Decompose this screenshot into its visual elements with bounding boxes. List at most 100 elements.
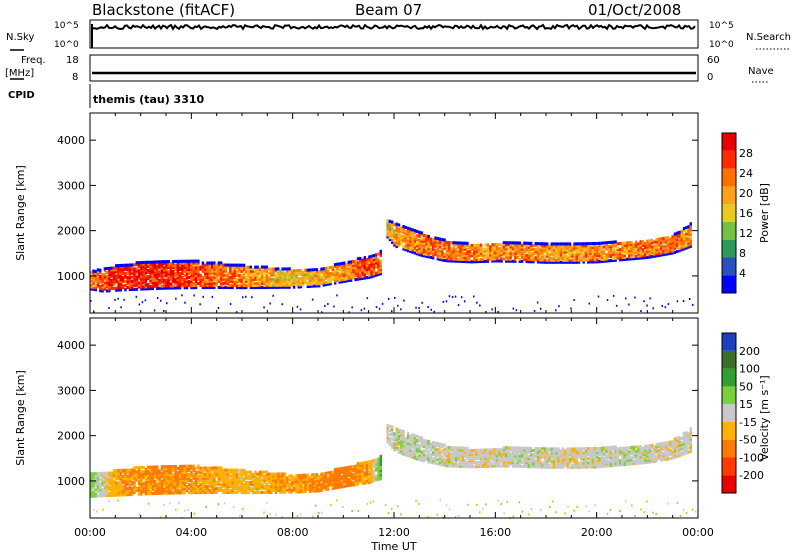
- heatmap-cell: [340, 479, 344, 483]
- heatmap-cell: [172, 467, 175, 471]
- heatmap-cell: [213, 472, 216, 476]
- heatmap-cell: [536, 254, 540, 258]
- heatmap-cell: [575, 449, 578, 453]
- heatmap-cell: [201, 468, 205, 472]
- heatmap-cell: [231, 275, 234, 279]
- heatmap-cell: [188, 476, 191, 480]
- heatmap-cell: [131, 263, 134, 267]
- heatmap-cell: [256, 482, 259, 486]
- heatmap-cell: [363, 479, 366, 483]
- heatmap-cell: [452, 257, 455, 261]
- heatmap-cell: [452, 253, 455, 257]
- heatmap-cell: [507, 251, 510, 255]
- heatmap-cell: [500, 452, 503, 456]
- heatmap-cell: [395, 441, 398, 445]
- heatmap-cell: [231, 286, 234, 290]
- heatmap-cell: [258, 484, 262, 488]
- heatmap-cell: [281, 283, 284, 287]
- heatmap-cell: [249, 470, 252, 474]
- heatmap-cell: [201, 261, 205, 265]
- heatmap-cell: [580, 258, 583, 262]
- heatmap-cell: [117, 481, 120, 485]
- heatmap-cell: [251, 269, 255, 273]
- heatmap-cell: [502, 460, 506, 464]
- heatmap-cell: [185, 481, 189, 485]
- heatmap-cell: [135, 474, 138, 478]
- heatmap-cell: [589, 246, 592, 250]
- heatmap-cell: [119, 288, 122, 292]
- heatmap-cell: [575, 250, 578, 254]
- heatmap-cell: [593, 455, 597, 459]
- heatmap-cell: [163, 491, 166, 495]
- heatmap-cell: [425, 238, 428, 242]
- heatmap-cell: [391, 220, 394, 224]
- heatmap-cell: [147, 484, 150, 488]
- heatmap-cell: [347, 471, 350, 475]
- heatmap-cell: [272, 279, 275, 283]
- heatmap-cell: [457, 450, 460, 454]
- heatmap-cell: [363, 262, 366, 266]
- heatmap-cell: [413, 444, 417, 448]
- heatmap-cell: [559, 256, 563, 260]
- heatmap-cell: [251, 273, 255, 277]
- heatmap-cell: [623, 247, 626, 251]
- heatmap-cell: [502, 251, 506, 255]
- heatmap-cell: [297, 273, 300, 277]
- heatmap-cell: [425, 447, 428, 451]
- heatmap-cell: [153, 489, 157, 493]
- heatmap-cell: [336, 262, 339, 266]
- heatmap-cell: [178, 481, 182, 485]
- heatmap-cell: [254, 281, 257, 285]
- heatmap-cell: [386, 233, 389, 237]
- heatmap-cell: [226, 273, 230, 277]
- heatmap-cell: [242, 280, 246, 284]
- heatmap-cell: [302, 272, 305, 276]
- heatmap-cell: [479, 304, 481, 307]
- heatmap-cell: [274, 474, 278, 478]
- heatmap-cell: [315, 475, 319, 479]
- heatmap-cell: [183, 481, 186, 485]
- heatmap-cell: [497, 311, 499, 313]
- heatmap-cell: [265, 486, 268, 490]
- heatmap-cell: [274, 482, 278, 486]
- heatmap-cell: [297, 281, 300, 285]
- heatmap-cell: [573, 258, 576, 262]
- heatmap-cell: [361, 475, 364, 479]
- heatmap-cell: [208, 283, 211, 287]
- heatmap-cell: [546, 461, 549, 465]
- heatmap-cell: [403, 299, 405, 302]
- heatmap-cell: [181, 276, 184, 280]
- heatmap-cell: [386, 438, 389, 442]
- heatmap-cell: [646, 243, 649, 247]
- heatmap-cell: [523, 456, 526, 460]
- heatmap-cell: [156, 467, 159, 471]
- heatmap-cell: [536, 459, 540, 463]
- heatmap-cell: [614, 242, 617, 246]
- nsky-label: N.Sky: [6, 32, 34, 43]
- heatmap-cell: [222, 271, 225, 275]
- heatmap-cell: [167, 262, 170, 266]
- heatmap-cell: [322, 482, 325, 486]
- heatmap-cell: [140, 488, 143, 492]
- heatmap-cell: [165, 491, 168, 495]
- heatmap-cell: [263, 269, 266, 273]
- colorbar-swatch: [722, 275, 736, 293]
- heatmap-cell: [108, 307, 110, 310]
- heatmap-cell: [489, 452, 492, 456]
- heatmap-cell: [388, 432, 392, 436]
- heatmap-cell: [329, 483, 332, 487]
- heatmap-cell: [637, 242, 640, 246]
- heatmap-cell: [377, 459, 380, 463]
- heatmap-cell: [336, 477, 339, 481]
- heatmap-cell: [669, 239, 672, 243]
- heatmap-cell: [415, 306, 417, 309]
- heatmap-cell: [117, 487, 120, 491]
- heatmap-cell: [372, 268, 376, 272]
- heatmap-cell: [299, 478, 303, 482]
- heatmap-cell: [194, 271, 198, 275]
- heatmap-cell: [676, 245, 679, 249]
- heatmap-cell: [432, 238, 435, 242]
- heatmap-cell: [682, 227, 686, 231]
- heatmap-cell: [657, 239, 661, 243]
- heatmap-cell: [245, 480, 248, 484]
